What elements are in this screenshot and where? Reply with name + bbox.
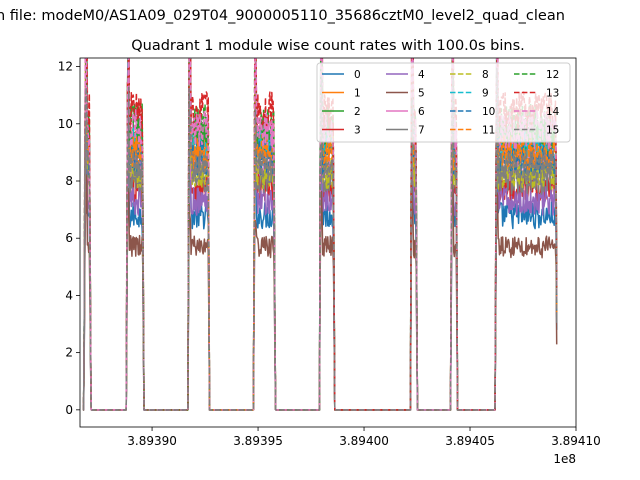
plot-frame [79, 57, 577, 428]
legend-label-5: 5 [418, 88, 425, 100]
y-tick-label-6: 12 [58, 60, 73, 74]
legend-label-15: 15 [546, 125, 559, 137]
legend-label-1: 1 [354, 88, 361, 100]
legend-label-6: 6 [418, 106, 425, 118]
y-tick-label-2: 4 [65, 288, 73, 302]
legend-label-14: 14 [546, 106, 560, 118]
legend-label-8: 8 [482, 69, 489, 81]
legend-box [316, 62, 571, 143]
legend-label-2: 2 [354, 106, 361, 118]
figure-suptitle: n file: modeM0/AS1A09_029T04_9000005110_… [0, 8, 640, 28]
legend-label-4: 4 [418, 69, 425, 81]
legend-label-9: 9 [482, 88, 489, 100]
y-tick-label-3: 6 [65, 231, 73, 245]
axes-layer: 3.89390 3.89395 3.89400 3.89405 3.89410 1e8 0 2… [58, 60, 601, 466]
suptitle-text: n file: modeM0/AS1A09_029T04_9000005110_… [0, 8, 565, 24]
x-tick-label-1: 3.89395 [233, 434, 283, 448]
y-tick-label-5: 10 [58, 117, 73, 131]
legend-label-10: 10 [482, 106, 495, 118]
y-tick-label-4: 8 [65, 174, 73, 188]
legend-label-11: 11 [482, 125, 495, 137]
legend-label-12: 12 [546, 69, 559, 81]
chart-title: Quadrant 1 module wise count rates with … [131, 38, 525, 54]
legend-label-0: 0 [354, 69, 361, 81]
x-offset-label: 1e8 [553, 452, 576, 466]
x-tick-label-4: 3.89410 [551, 434, 601, 448]
legend-label-7: 7 [418, 125, 425, 137]
legend-label-13: 13 [546, 88, 559, 100]
series-layer [82, 58, 558, 411]
x-tick-label-3: 3.89405 [445, 434, 495, 448]
series-line-15 [82, 67, 558, 411]
x-tick-label-0: 3.89390 [127, 434, 177, 448]
y-tick-label-0: 0 [65, 403, 73, 417]
legend-label-3: 3 [354, 125, 361, 137]
y-tick-label-1: 2 [65, 346, 73, 360]
x-tick-label-2: 3.89400 [339, 434, 389, 448]
